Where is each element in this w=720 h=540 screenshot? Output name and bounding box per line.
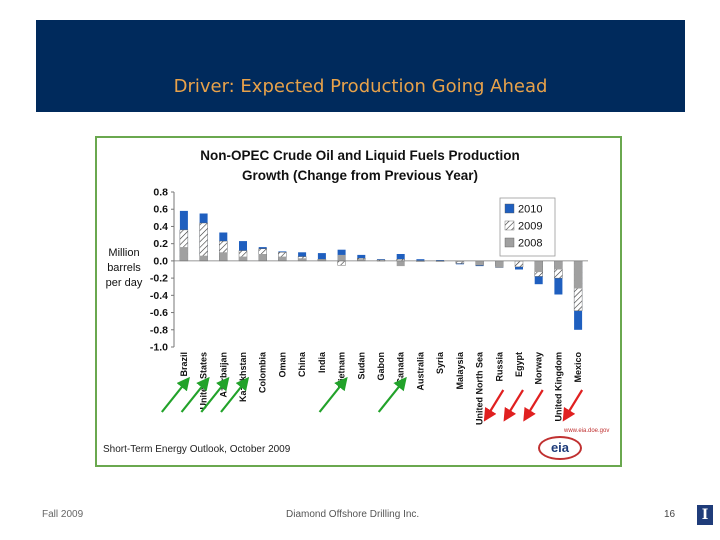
y-tick-label: 0.6	[153, 204, 168, 216]
footer-company: Diamond Offshore Drilling Inc.	[286, 509, 420, 520]
x-tick-label: Canada	[396, 351, 406, 385]
green-arrow-canada	[377, 376, 407, 413]
y-axis-label-line-3: per day	[105, 277, 143, 289]
chart-source: Short-Term Energy Outlook, October 2009	[103, 444, 291, 455]
x-tick-label: Vietnam	[337, 352, 347, 387]
bar-2008-oman	[278, 256, 287, 261]
x-tick-label: China	[297, 351, 307, 377]
x-tick-label: Sudan	[356, 352, 366, 380]
y-axis-label-line-1: Million	[108, 247, 140, 259]
y-tick-label: -0.2	[150, 273, 168, 285]
y-axis-label-line-2: barrels	[107, 262, 141, 274]
page-number: 16	[664, 509, 676, 520]
bar-2008-india	[317, 259, 326, 261]
green-arrow-brazil	[160, 376, 190, 413]
bar-2010-canada	[396, 254, 405, 261]
x-tick-label: Malaysia	[455, 351, 465, 390]
slide-title: Driver: Expected Production Going Ahead	[173, 76, 548, 97]
x-tick-label: India	[317, 351, 327, 373]
bar-2010-sudan	[357, 254, 366, 261]
eia-logo: www.eia.doe.gov eia	[536, 428, 616, 462]
x-tick-label: United North Sea	[475, 351, 485, 425]
x-tick-label: United Kingdom	[553, 352, 563, 422]
bar-2010-india	[317, 253, 326, 261]
x-tick-label: United States	[199, 352, 209, 410]
bar-2009-egypt	[514, 260, 524, 268]
y-tick-label: -0.4	[150, 290, 168, 302]
bar-2008-norway	[534, 260, 543, 273]
legend-swatch-2008	[504, 237, 515, 248]
y-tick-label: -0.8	[150, 324, 168, 336]
x-tick-label: Russia	[494, 351, 504, 382]
y-tick-label: 0.4	[153, 221, 168, 233]
bar-2008-vietnam	[337, 254, 346, 261]
x-tick-label: Egypt	[514, 352, 524, 377]
bar-2008-azerbaijan	[219, 252, 228, 261]
eia-logo-text: eia	[538, 436, 582, 460]
green-arrow-kazakhstan	[220, 376, 250, 413]
red-arrow-russia	[483, 389, 505, 422]
green-arrow-united-states	[180, 376, 210, 413]
bar-2009-united-states	[199, 222, 208, 262]
bar-2008-united-north-sea	[475, 260, 484, 266]
footer-date: Fall 2009	[42, 509, 84, 520]
y-tick-label: -1.0	[150, 342, 168, 354]
y-tick-label: 0.2	[153, 238, 168, 250]
x-tick-label: Colombia	[258, 351, 268, 393]
red-arrow-egypt	[503, 389, 524, 422]
x-tick-label: Norway	[534, 352, 544, 385]
green-arrow-azerbaijan	[200, 376, 230, 413]
legend-swatch-2010	[504, 203, 515, 214]
red-arrow-mexico	[562, 389, 584, 422]
x-tick-label: Azerbaijan	[218, 352, 228, 398]
chart-title-line-2: Growth (Change from Previous Year)	[241, 168, 479, 183]
bar-2008-colombia	[258, 254, 267, 261]
x-tick-label: Australia	[415, 351, 425, 391]
y-tick-label: 0.8	[153, 187, 168, 199]
bar-2008-russia	[495, 260, 504, 268]
legend-swatch-2009	[504, 220, 515, 231]
legend-label-2010: 2010	[518, 204, 542, 216]
bar-2008-sudan	[357, 259, 366, 261]
y-tick-label: 0.0	[153, 255, 168, 267]
bar-2008-china	[298, 258, 307, 261]
bar-2008-united-states	[199, 255, 208, 261]
chart-title-line-1: Non-OPEC Crude Oil and Liquid Fuels Prod…	[200, 148, 520, 163]
bar-2008-mexico	[574, 260, 583, 289]
bar-2008-united-kingdom	[554, 260, 563, 270]
x-tick-label: Brazil	[179, 352, 189, 377]
x-tick-label: Mexico	[573, 352, 583, 383]
x-tick-label: Kazakhstan	[238, 352, 248, 402]
title-band: Driver: Expected Production Going Ahead	[36, 20, 685, 112]
bar-2010-syria	[436, 260, 445, 261]
legend-label-2008: 2008	[518, 238, 542, 250]
legend-label-2009: 2009	[518, 221, 542, 233]
bar-2008-canada	[396, 260, 405, 267]
green-arrow-vietnam	[318, 376, 348, 413]
x-tick-label: Gabon	[376, 352, 386, 381]
x-tick-label: Oman	[277, 352, 287, 378]
y-tick-label: -0.6	[150, 307, 168, 319]
bar-2008-kazakhstan	[239, 256, 247, 261]
university-logo: I	[697, 505, 713, 525]
eia-url: www.eia.doe.gov	[564, 428, 610, 434]
red-arrow-norway	[523, 389, 544, 422]
x-tick-label: Syria	[435, 351, 445, 374]
y-axis-label: Million barrels per day	[100, 246, 148, 291]
bar-2008-brazil	[179, 247, 188, 261]
bar-2010-australia	[416, 259, 425, 261]
bar-2009-vietnam	[337, 260, 346, 266]
bar-2008-malaysia	[455, 260, 464, 262]
